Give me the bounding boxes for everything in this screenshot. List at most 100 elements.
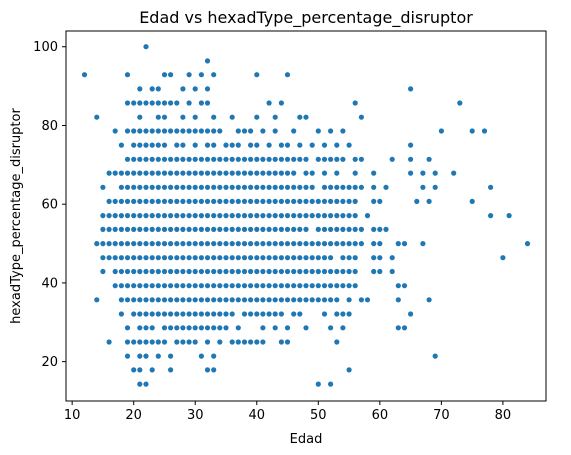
data-point (131, 170, 137, 176)
data-point (217, 213, 223, 219)
data-point (303, 255, 309, 261)
data-point (229, 268, 235, 275)
data-point (358, 241, 364, 247)
data-point (118, 255, 124, 261)
data-point (100, 226, 106, 232)
data-point (149, 128, 155, 134)
data-point (241, 241, 248, 247)
data-point (346, 297, 352, 303)
data-point (321, 311, 328, 317)
data-point (371, 184, 377, 190)
data-point (401, 241, 408, 247)
data-point (291, 283, 297, 289)
data-point (248, 268, 254, 275)
data-point (284, 325, 291, 331)
data-point (217, 128, 223, 134)
data-point (186, 100, 192, 106)
data-point (358, 156, 364, 162)
data-point (432, 353, 438, 359)
data-point (229, 184, 235, 190)
data-point (155, 226, 161, 232)
data-point (284, 255, 291, 261)
data-point (204, 283, 211, 289)
data-point (321, 170, 328, 176)
data-point (488, 213, 494, 219)
data-point (174, 339, 180, 345)
data-point (235, 325, 241, 331)
data-point (118, 170, 124, 176)
data-point (284, 268, 291, 275)
data-point (94, 241, 100, 247)
data-point (291, 198, 297, 204)
x-tick-label: 30 (187, 408, 204, 423)
x-axis: 10 20 30 40 50 60 70 80 (64, 401, 511, 423)
data-point (223, 184, 229, 190)
data-point (149, 170, 155, 176)
data-point (198, 283, 204, 289)
data-point (118, 297, 124, 303)
data-point (377, 268, 383, 275)
data-point (143, 353, 149, 359)
data-point (161, 268, 168, 275)
data-point (211, 128, 217, 134)
data-point (469, 198, 475, 204)
data-point (352, 268, 358, 275)
data-point (186, 325, 192, 331)
data-point (168, 241, 174, 247)
data-point (260, 226, 266, 232)
data-point (334, 339, 340, 345)
data-point (352, 198, 358, 204)
data-point (124, 241, 131, 247)
data-point (260, 283, 266, 289)
data-point (143, 255, 149, 261)
data-point (346, 283, 352, 289)
data-point (321, 255, 328, 261)
data-point (131, 198, 137, 204)
data-point (303, 114, 309, 120)
data-point (174, 198, 180, 204)
data-point (315, 297, 321, 303)
data-point (124, 297, 131, 303)
data-point (180, 142, 186, 148)
data-point (284, 283, 291, 289)
data-point (161, 283, 168, 289)
data-point (377, 255, 383, 261)
data-point (118, 184, 124, 190)
data-point (260, 156, 266, 162)
data-point (297, 184, 303, 190)
data-point (248, 156, 254, 162)
data-point (352, 255, 358, 261)
data-point (248, 297, 254, 303)
data-point (254, 311, 260, 317)
data-point (309, 283, 315, 289)
data-point (180, 213, 186, 219)
data-point (235, 128, 241, 134)
data-point (408, 156, 414, 162)
data-point (211, 114, 217, 120)
data-point (297, 198, 303, 204)
data-point (124, 283, 131, 289)
data-point (149, 213, 155, 219)
data-point (204, 142, 211, 148)
data-point (186, 198, 192, 204)
data-point (254, 255, 260, 261)
data-point (248, 255, 254, 261)
data-point (278, 297, 284, 303)
data-point (235, 170, 241, 176)
data-point (266, 184, 272, 190)
data-point (180, 283, 186, 289)
data-point (168, 170, 174, 176)
data-point (168, 255, 174, 261)
y-tick-label: 60 (41, 198, 58, 213)
data-point (131, 156, 137, 162)
data-point (124, 100, 131, 106)
data-point (309, 268, 315, 275)
data-point (254, 170, 260, 176)
data-point (420, 241, 426, 247)
data-point (168, 325, 174, 331)
data-point (260, 128, 266, 134)
data-point (118, 213, 124, 219)
data-point (248, 226, 254, 232)
data-point (168, 226, 174, 232)
data-point (112, 128, 118, 134)
